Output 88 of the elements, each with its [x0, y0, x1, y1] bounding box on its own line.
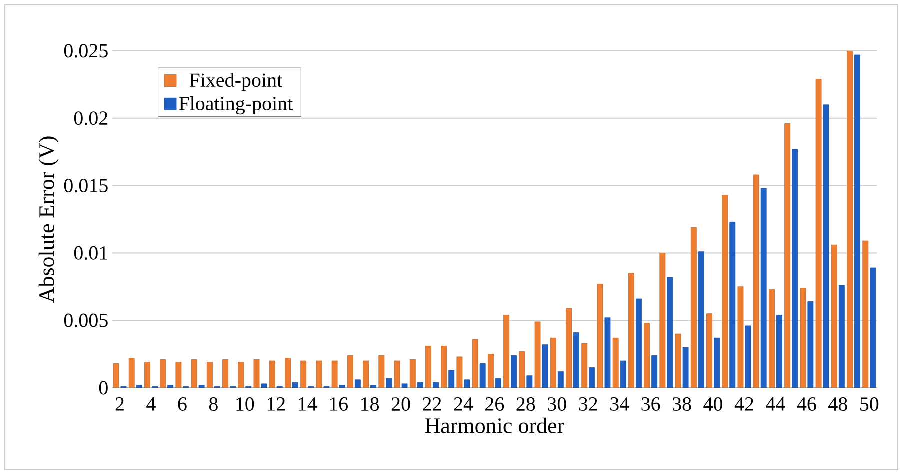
x-tick-label: 34	[610, 398, 630, 411]
x-tick-label: 2	[116, 398, 124, 411]
x-tick-label: 44	[766, 398, 786, 411]
x-axis-title: Harmonic order	[425, 418, 564, 434]
bar	[690, 227, 697, 388]
bar	[753, 174, 760, 388]
bar	[784, 124, 791, 388]
bar	[526, 376, 533, 388]
x-tick-label: 46	[797, 398, 816, 411]
x-tick-label: 42	[734, 398, 754, 411]
bar	[652, 355, 658, 388]
x-tick-label: 24	[454, 398, 474, 411]
bar	[854, 54, 860, 388]
bar	[386, 378, 392, 388]
bar	[862, 240, 869, 388]
bar	[636, 298, 642, 388]
bar	[667, 277, 674, 388]
x-tick-label: 26	[486, 398, 504, 411]
bar	[838, 285, 845, 388]
bar	[464, 380, 470, 388]
legend-label: Fixed-point	[190, 73, 282, 92]
x-tick-label: 36	[642, 398, 660, 411]
bar	[495, 378, 502, 388]
bar	[760, 188, 767, 388]
bar	[589, 368, 596, 388]
bar	[823, 104, 830, 388]
bar	[480, 364, 486, 388]
x-tick-label: 12	[268, 398, 286, 411]
x-tick-label: 38	[672, 398, 692, 412]
bar	[542, 344, 548, 388]
x-tick-label: 6	[178, 398, 187, 411]
x-tick-label: 14	[299, 398, 318, 411]
y-tick-label: 0.015	[64, 179, 108, 193]
bar	[628, 273, 634, 388]
x-tick-label: 22	[423, 398, 442, 411]
x-tick-label: 30	[548, 398, 566, 412]
x-tick-label: 48	[828, 398, 848, 412]
bar	[730, 222, 736, 388]
bar	[776, 315, 782, 388]
x-tick-label: 8	[209, 398, 218, 412]
x-tick-label: 40	[704, 398, 722, 412]
bar	[168, 385, 174, 388]
bar	[448, 370, 455, 388]
y-tick-label: 0.025	[64, 44, 108, 58]
x-tick-label: 10	[236, 398, 254, 412]
bar	[198, 385, 205, 388]
bar	[698, 252, 704, 388]
x-tick-label: 20	[392, 398, 410, 412]
bar	[511, 355, 518, 388]
y-tick-label: 0.02	[74, 112, 108, 126]
bar	[370, 385, 376, 388]
bar	[644, 323, 650, 388]
bar	[402, 384, 408, 388]
x-tick-label: 28	[516, 398, 536, 412]
bar	[574, 332, 580, 388]
bar	[566, 308, 572, 388]
bar	[354, 380, 361, 388]
y-tick-label: 0.005	[64, 314, 108, 328]
y-tick-label: 0.01	[74, 246, 108, 260]
bar	[706, 314, 712, 388]
bar	[847, 51, 853, 388]
bar	[792, 149, 798, 388]
bar	[769, 289, 775, 388]
bar	[620, 360, 626, 388]
x-tick-label: 4	[146, 398, 156, 411]
bar	[714, 338, 720, 388]
bar	[870, 268, 876, 388]
y-axis-title: Absolute Error (V)	[38, 136, 59, 303]
bar	[292, 382, 298, 388]
bar	[682, 347, 689, 388]
bar	[831, 244, 838, 388]
bar	[417, 382, 424, 388]
bar	[808, 302, 814, 388]
bar	[261, 384, 268, 388]
x-tick-label: 32	[579, 398, 598, 411]
bar	[339, 385, 346, 388]
x-tick-label: 18	[362, 398, 380, 412]
bar	[136, 385, 142, 388]
bar	[745, 326, 752, 388]
bar	[558, 372, 564, 388]
bar	[722, 195, 728, 388]
bar	[604, 318, 611, 388]
x-tick-label: 50	[860, 398, 879, 412]
bar	[433, 382, 439, 388]
y-tick-label: 0	[99, 381, 108, 395]
x-tick-label: 16	[330, 398, 348, 411]
bar	[504, 315, 510, 388]
legend-label: Floating-point	[179, 96, 294, 115]
